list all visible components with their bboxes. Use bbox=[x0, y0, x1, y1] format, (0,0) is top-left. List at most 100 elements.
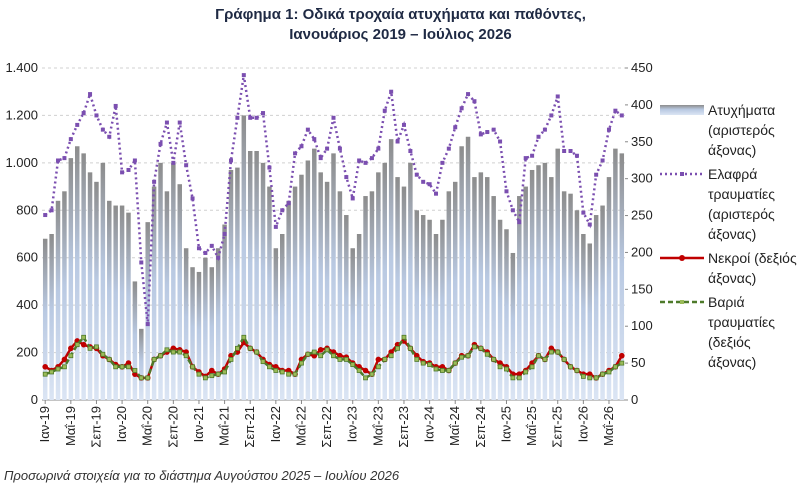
point bbox=[49, 369, 55, 375]
point bbox=[542, 127, 547, 132]
x-tick-label: Μαΐ-19 bbox=[63, 406, 78, 446]
point bbox=[280, 208, 285, 213]
bar bbox=[337, 191, 343, 400]
bar bbox=[568, 193, 573, 400]
point bbox=[43, 213, 48, 218]
point bbox=[209, 243, 214, 248]
bar bbox=[619, 153, 625, 400]
point bbox=[100, 351, 106, 357]
legend-item: Βαριά τραυματίες (δεξιός άξονας) bbox=[660, 292, 800, 372]
point bbox=[279, 369, 285, 375]
point bbox=[42, 364, 49, 370]
point bbox=[164, 120, 169, 125]
point bbox=[420, 360, 426, 366]
bar bbox=[472, 177, 477, 400]
bar bbox=[235, 167, 240, 400]
point bbox=[331, 115, 336, 120]
y-tick-label: 0 bbox=[31, 392, 38, 407]
y-tick-label: 1.400 bbox=[5, 60, 38, 75]
point bbox=[299, 360, 304, 366]
point bbox=[434, 191, 439, 196]
point bbox=[549, 113, 554, 118]
point bbox=[62, 364, 67, 370]
point bbox=[228, 158, 233, 163]
point bbox=[286, 201, 291, 206]
point bbox=[216, 255, 221, 260]
y-tick-label: 400 bbox=[16, 297, 38, 312]
point bbox=[126, 364, 131, 370]
bar bbox=[203, 257, 208, 400]
point bbox=[523, 369, 529, 375]
point bbox=[363, 375, 368, 381]
point bbox=[414, 172, 419, 177]
point bbox=[305, 127, 310, 132]
point bbox=[375, 364, 381, 370]
bar bbox=[350, 248, 355, 400]
x-tick-label: Σεπ-22 bbox=[319, 406, 334, 448]
point bbox=[414, 357, 420, 362]
point bbox=[158, 141, 163, 146]
point bbox=[170, 349, 176, 355]
point bbox=[600, 371, 605, 377]
point bbox=[61, 356, 68, 363]
point bbox=[138, 375, 144, 381]
x-tick-label: Ιαν-25 bbox=[498, 406, 513, 442]
bar bbox=[478, 172, 484, 400]
bar bbox=[126, 212, 131, 400]
bar bbox=[517, 196, 522, 400]
point bbox=[612, 364, 618, 370]
bar bbox=[452, 181, 458, 400]
point bbox=[568, 364, 573, 370]
bar bbox=[523, 186, 528, 400]
point bbox=[293, 151, 298, 156]
point bbox=[459, 106, 464, 111]
point bbox=[395, 345, 400, 351]
point bbox=[171, 160, 176, 165]
point bbox=[318, 353, 324, 359]
point bbox=[491, 357, 497, 362]
point bbox=[504, 366, 509, 372]
legend-item: Ατυχήματα (αριστερός άξονας) bbox=[660, 100, 800, 160]
point bbox=[56, 158, 61, 163]
bar bbox=[606, 177, 612, 400]
x-tick-label: Ιαν-24 bbox=[422, 406, 437, 442]
bar bbox=[561, 191, 567, 400]
point bbox=[523, 156, 528, 161]
point bbox=[177, 120, 182, 125]
point bbox=[81, 111, 86, 116]
x-tick-label: Μαΐ-24 bbox=[447, 406, 462, 446]
point bbox=[286, 371, 292, 377]
bar bbox=[81, 153, 86, 400]
x-tick-label: Ιαν-26 bbox=[575, 406, 590, 442]
point bbox=[516, 375, 522, 381]
bar bbox=[542, 162, 548, 400]
bar bbox=[581, 234, 586, 400]
bar bbox=[209, 267, 215, 400]
point bbox=[580, 373, 586, 379]
x-tick-label: Μαΐ-26 bbox=[601, 406, 616, 446]
bar bbox=[427, 219, 432, 400]
point bbox=[382, 108, 387, 113]
point bbox=[190, 364, 195, 370]
point bbox=[132, 158, 137, 163]
bar bbox=[401, 186, 407, 400]
bar bbox=[433, 234, 439, 400]
bar bbox=[536, 165, 541, 400]
point bbox=[68, 345, 74, 352]
bar bbox=[388, 139, 394, 400]
y2-tick-label: 450 bbox=[631, 60, 653, 75]
point bbox=[202, 375, 208, 381]
legend-label: Ελαφρά τραυματίες (αριστερός άξονας) bbox=[708, 166, 776, 242]
point bbox=[81, 334, 87, 340]
point bbox=[100, 127, 105, 132]
point bbox=[49, 208, 54, 213]
point bbox=[600, 158, 605, 163]
point bbox=[55, 366, 61, 372]
legend: Ατυχήματα (αριστερός άξονας) Ελαφρά τραυμ… bbox=[660, 100, 800, 376]
point bbox=[369, 371, 375, 377]
point bbox=[196, 246, 201, 251]
bar bbox=[292, 186, 298, 400]
y-tick-label: 600 bbox=[16, 250, 38, 265]
point bbox=[344, 175, 349, 180]
